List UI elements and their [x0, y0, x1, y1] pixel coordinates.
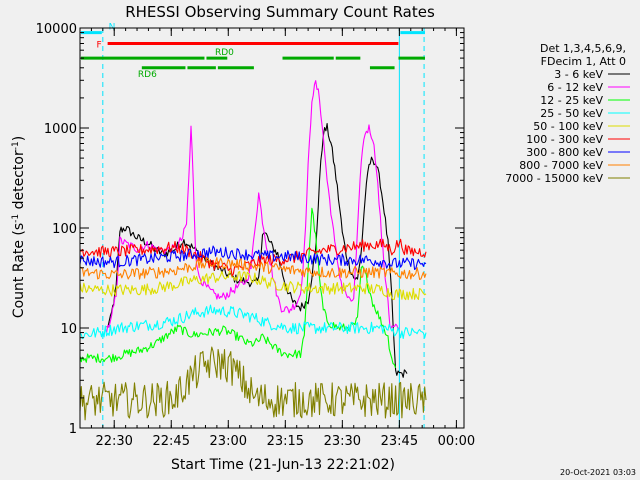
series-line-2 — [106, 80, 400, 333]
legend-entry-label: 6 - 12 keV — [547, 81, 603, 94]
x-axis-label: Start Time (21-Jun-13 22:21:02) — [171, 457, 395, 473]
legend: Det 1,3,4,5,6,9,FDecim 1, Att 03 - 6 keV… — [505, 42, 630, 185]
legend-entry-label: 25 - 50 keV — [540, 107, 603, 120]
flag-label-rd6: RD6 — [138, 70, 157, 80]
y-tick-label: 10000 — [36, 22, 77, 37]
y-tick-label: 10 — [60, 322, 77, 337]
series-line-8 — [79, 257, 427, 280]
series-line-7 — [79, 245, 427, 270]
legend-entry-label: 800 - 7000 keV — [519, 159, 603, 172]
legend-entry-label: 100 - 300 keV — [526, 133, 603, 146]
series-line-3 — [79, 207, 397, 369]
legend-header-line: Det 1,3,4,5,6,9, — [540, 42, 626, 55]
legend-entry-label: 7000 - 15000 keV — [505, 172, 603, 185]
legend-entry-label: 50 - 100 keV — [533, 120, 603, 133]
y-tick-label: 100 — [52, 222, 77, 237]
axes: 22:30 22:45 23:00 23:15 23:30 23:45 00:00 1 10 10… — [36, 22, 475, 449]
series-line-9 — [79, 346, 427, 421]
x-tick-label: 23:45 — [381, 434, 418, 449]
chart-title: RHESSI Observing Summary Count Rates — [125, 3, 435, 21]
legend-entry-label: 3 - 6 keV — [554, 68, 603, 81]
series-line-5 — [79, 270, 427, 301]
x-tick-label: 23:15 — [267, 434, 304, 449]
footer-date: 20-Oct-2021 03:03 — [560, 468, 636, 477]
x-tick-label: 23:30 — [324, 434, 361, 449]
y-tick-label: 1000 — [44, 122, 77, 137]
series-line-6 — [79, 238, 427, 277]
legend-entry-label: 300 - 800 keV — [526, 146, 603, 159]
series-line-1 — [106, 123, 408, 378]
x-tick-label: 23:00 — [210, 434, 247, 449]
y-axis-label: Count Rate (s-1 detector-1) — [11, 136, 27, 318]
x-tick-label: 22:30 — [95, 434, 132, 449]
x-tick-label: 00:00 — [438, 434, 475, 449]
flag-label-f: F — [97, 40, 102, 50]
series-line-4 — [79, 304, 427, 340]
x-tick-label: 22:45 — [153, 434, 190, 449]
flag-label-rd0: RD0 — [215, 48, 234, 58]
legend-entry-label: 12 - 25 keV — [540, 94, 603, 107]
y-tick-label: 1 — [69, 422, 77, 437]
legend-header-line: FDecim 1, Att 0 — [541, 55, 626, 68]
